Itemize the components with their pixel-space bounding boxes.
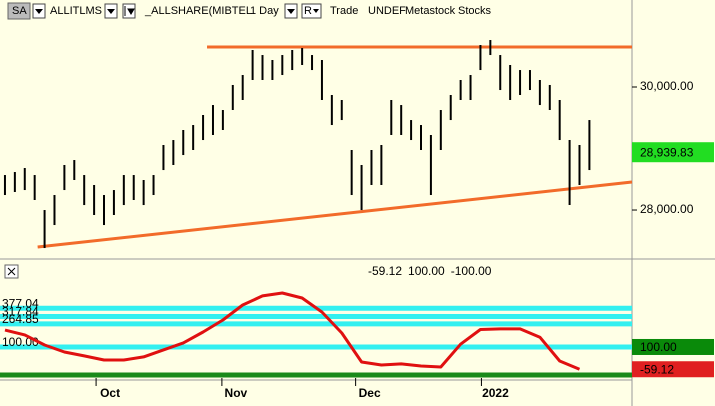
dropdown-arrow: [313, 9, 319, 13]
level-label: 317.84: [2, 305, 39, 319]
close-icon: [7, 267, 16, 276]
header-value: -100.00: [451, 264, 492, 278]
dropdown-arrow: [124, 6, 135, 16]
symbol-box[interactable]: [7, 2, 31, 20]
toolbar: SA ALLITLMS _ALLSHARE(MIBTEL 1 Day R Tra…: [7, 2, 492, 20]
dropdown-arrow: [35, 9, 43, 14]
currency: UNDEF: [368, 5, 406, 17]
trendline: [37, 180, 633, 249]
category: Stocks: [458, 5, 492, 17]
x-tick-label: Nov: [225, 386, 248, 400]
x-tick-label: 2022: [482, 386, 509, 400]
y-tick-label: 28,000.00: [640, 202, 694, 216]
level-box: [632, 338, 714, 355]
level-label: 377.04: [2, 296, 39, 310]
security: _ALLSHARE(MIBTEL: [144, 5, 252, 17]
level-label: 100.00: [2, 335, 39, 349]
dropdown-arrow: [107, 9, 115, 14]
header-value: -59.12: [368, 264, 402, 278]
x-tick-label: Oct: [100, 386, 120, 400]
last-value-label: 28,939.83: [640, 145, 694, 159]
period: 1 Day: [250, 5, 279, 17]
level-label: 264.85: [2, 312, 39, 326]
x-tick-label: Dec: [359, 386, 381, 400]
mode: R: [304, 5, 312, 17]
header-value: 100.00: [408, 264, 445, 278]
last-value-box: [632, 142, 714, 163]
dropdown-arrow: [287, 9, 295, 14]
symbol-box-label: SA: [12, 5, 27, 17]
price-type: Trade: [330, 5, 358, 17]
mode-box[interactable]: [301, 3, 322, 19]
y-tick-label: 30,000.00: [640, 79, 694, 93]
level-box-label: 100.00: [640, 340, 677, 354]
plot: 30,000.00 28,000.00 Oct Nov Dec 2022 28,939.83…: [0, 40, 714, 400]
last-value-box: [632, 361, 714, 378]
symbol: ALLITLMS: [50, 5, 102, 17]
source: Metastock: [405, 5, 456, 17]
oscillator-line: [4, 291, 581, 371]
last-value-label: -59.12: [640, 362, 674, 376]
